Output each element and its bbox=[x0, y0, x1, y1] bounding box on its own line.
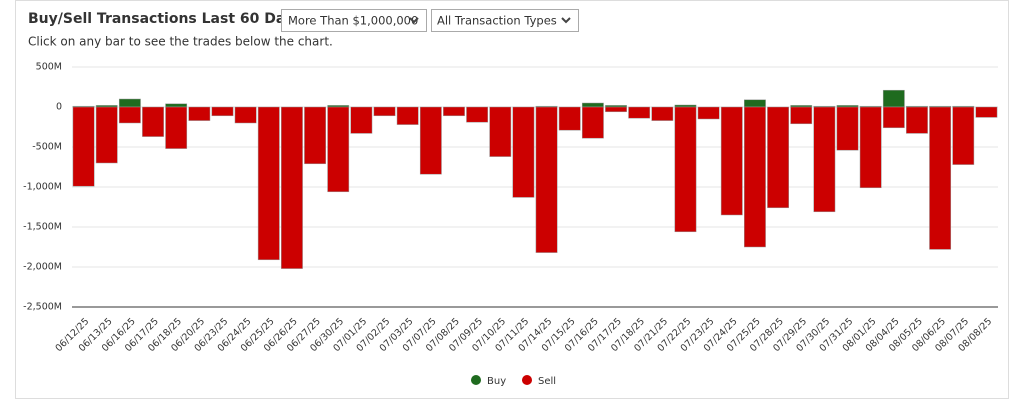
bar[interactable] bbox=[674, 106, 697, 233]
bar[interactable] bbox=[859, 106, 882, 189]
y-tick-label: 0 bbox=[56, 102, 62, 113]
bar[interactable] bbox=[882, 106, 905, 129]
bar[interactable] bbox=[95, 106, 118, 164]
bar[interactable] bbox=[188, 106, 211, 121]
bar[interactable] bbox=[651, 106, 674, 121]
bar[interactable] bbox=[304, 106, 326, 165]
dropdown-label[interactable]: More Than $1,000,000 bbox=[288, 14, 418, 28]
y-tick-label: -500M bbox=[32, 142, 62, 153]
bar[interactable] bbox=[165, 103, 188, 108]
legend-marker bbox=[471, 375, 481, 385]
dropdown-label[interactable]: All Transaction Types bbox=[437, 14, 557, 28]
dropdown[interactable] bbox=[281, 9, 427, 32]
bar[interactable] bbox=[165, 106, 188, 149]
bar[interactable] bbox=[535, 106, 558, 253]
bar[interactable] bbox=[744, 106, 766, 248]
bar[interactable] bbox=[767, 106, 789, 209]
y-tick-label: -2,000M bbox=[23, 262, 62, 273]
bar[interactable] bbox=[118, 98, 141, 108]
bar[interactable] bbox=[257, 106, 280, 261]
dropdown-arrow bbox=[561, 17, 571, 24]
bar[interactable] bbox=[281, 106, 303, 269]
bar[interactable] bbox=[882, 89, 905, 108]
bar[interactable] bbox=[790, 106, 813, 125]
bar[interactable] bbox=[350, 106, 373, 134]
bar[interactable] bbox=[906, 106, 928, 134]
dropdown-arrow bbox=[409, 17, 419, 24]
bar[interactable] bbox=[72, 106, 95, 187]
bar[interactable] bbox=[628, 106, 651, 119]
bar[interactable] bbox=[512, 106, 535, 198]
bar[interactable] bbox=[373, 106, 396, 117]
legend-marker bbox=[522, 375, 532, 385]
bar[interactable] bbox=[558, 106, 581, 131]
bar[interactable] bbox=[720, 106, 743, 216]
y-tick-label: -2,500M bbox=[23, 302, 62, 313]
bar[interactable] bbox=[211, 106, 234, 117]
legend-label: Sell bbox=[538, 376, 556, 387]
bar[interactable] bbox=[975, 106, 998, 118]
bar[interactable] bbox=[581, 106, 604, 139]
dropdown[interactable] bbox=[431, 9, 579, 32]
bar[interactable] bbox=[581, 102, 604, 108]
y-tick-label: -1,000M bbox=[23, 182, 62, 193]
bar[interactable] bbox=[697, 106, 720, 120]
y-tick-label: 500M bbox=[36, 62, 62, 73]
chart-title: Buy/Sell Transactions Last 60 Days bbox=[28, 11, 302, 27]
bar[interactable] bbox=[929, 106, 952, 250]
bar[interactable] bbox=[118, 106, 141, 124]
bar[interactable] bbox=[674, 104, 697, 108]
bar[interactable] bbox=[234, 106, 257, 124]
bar[interactable] bbox=[605, 106, 627, 113]
bar[interactable] bbox=[396, 106, 419, 125]
legend-label: Buy bbox=[487, 376, 506, 387]
bar[interactable] bbox=[419, 106, 442, 175]
bar[interactable] bbox=[327, 106, 350, 193]
bar[interactable] bbox=[142, 106, 164, 137]
bar[interactable] bbox=[813, 106, 836, 213]
bar[interactable] bbox=[744, 99, 766, 108]
chart-subtitle: Click on any bar to see the trades below… bbox=[28, 35, 333, 49]
bar[interactable] bbox=[443, 106, 465, 117]
bar[interactable] bbox=[489, 106, 512, 157]
bar[interactable] bbox=[466, 106, 489, 123]
bar[interactable] bbox=[836, 106, 859, 151]
bar[interactable] bbox=[952, 106, 975, 165]
y-tick-label: -1,500M bbox=[23, 222, 62, 233]
